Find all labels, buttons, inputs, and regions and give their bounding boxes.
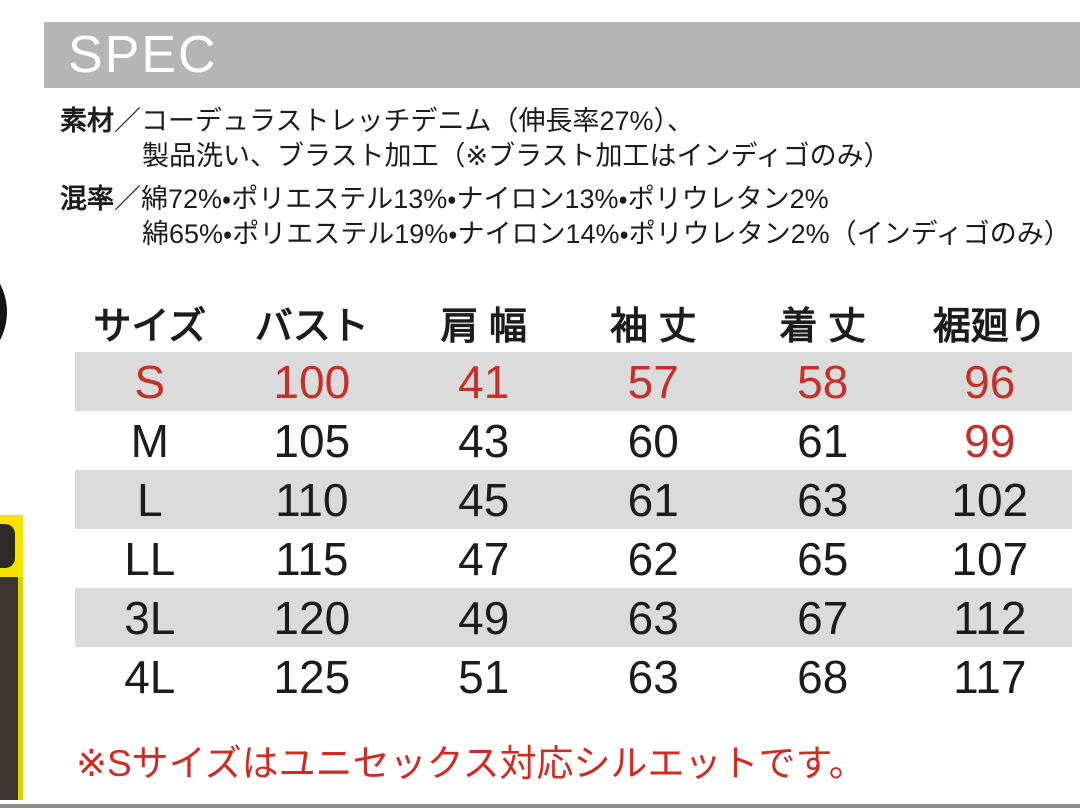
cell-bust: 125 — [273, 650, 351, 703]
cell-hem: 99 — [964, 414, 1016, 467]
cell-hem: 96 — [964, 355, 1016, 408]
blend-line-1: 混率／綿72%・ポリエステル13%・ナイロン13%・ポリウレタン2% — [60, 182, 1071, 217]
blend-text-1: 綿72%・ポリエステル13%・ナイロン13%・ポリウレタン2% — [141, 184, 829, 214]
table-row: M 105 43 60 61 99 — [75, 411, 1072, 470]
material-text-2: 製品洗い、ブラスト加工（※ブラスト加工はインディゴのみ） — [142, 141, 891, 171]
cell-bust: 120 — [273, 591, 351, 644]
blend-line-2: 綿65%・ポリエステル19%・ナイロン14%・ポリウレタン2%（インディゴのみ） — [60, 217, 1071, 252]
cell-bust: 105 — [273, 414, 351, 467]
cell-sleeve: 61 — [627, 473, 679, 526]
cell-shoulder: 49 — [458, 591, 510, 644]
column-header-length: 着 丈 — [779, 306, 866, 348]
cropped-circle-graphic — [0, 252, 7, 372]
blend-text-2: 綿65%・ポリエステル19%・ナイロン14%・ポリウレタン2%（インディゴのみ） — [142, 219, 1071, 249]
table-row: 3L 120 49 63 67 112 — [75, 588, 1072, 647]
cell-size: L — [136, 473, 163, 526]
cell-length: 63 — [797, 473, 849, 526]
cell-sleeve: 62 — [627, 532, 679, 585]
column-header-sleeve: 袖 丈 — [609, 306, 697, 348]
cell-sleeve: 60 — [627, 414, 679, 467]
cell-hem: 102 — [951, 473, 1029, 526]
cropped-badge-bar — [0, 577, 23, 800]
size-note: ※Sサイズはユニセックス対応シルエットです。 — [76, 743, 866, 784]
cell-shoulder: 51 — [458, 650, 510, 703]
cell-bust: 100 — [273, 355, 351, 408]
cell-hem: 112 — [953, 591, 1027, 644]
material-line-1: 素材／コーデュラストレッチデニム（伸長率27%）、 — [60, 104, 1071, 139]
column-header-shoulder: 肩 幅 — [440, 306, 528, 348]
cell-length: 68 — [797, 650, 849, 703]
cell-length: 67 — [797, 591, 849, 644]
cell-sleeve: 63 — [627, 591, 679, 644]
indent-spacer — [60, 139, 142, 174]
table-row: S 100 41 57 58 96 — [75, 352, 1072, 411]
cropped-badge-graphic — [0, 515, 23, 577]
cell-bust: 115 — [275, 532, 349, 585]
cell-sleeve: 57 — [627, 355, 679, 408]
size-table: サイズ バスト 肩 幅 袖 丈 着 丈 裾廻り S 100 41 57 58 9… — [75, 293, 1072, 706]
cropped-badge-letter — [0, 524, 15, 568]
table-row: L 110 45 61 63 102 — [75, 470, 1072, 529]
cell-shoulder: 47 — [458, 532, 510, 585]
table-header-row: サイズ バスト 肩 幅 袖 丈 着 丈 裾廻り — [75, 293, 1072, 352]
table-row: 4L 125 51 63 68 117 — [75, 647, 1072, 706]
cell-shoulder: 41 — [458, 355, 510, 408]
column-header-bust: バスト — [254, 306, 369, 348]
cell-size: S — [134, 355, 166, 408]
blend-label: 混率 — [60, 184, 114, 214]
spec-header-bar: SPEC — [44, 22, 1080, 88]
cell-size: 4L — [124, 650, 176, 703]
cell-bust: 110 — [275, 473, 349, 526]
cell-hem: 107 — [951, 532, 1029, 585]
column-header-size: サイズ — [93, 306, 207, 348]
bottom-divider — [0, 804, 1080, 808]
material-label: 素材 — [60, 106, 114, 136]
spec-info-block: 素材／コーデュラストレッチデニム（伸長率27%）、 製品洗い、ブラスト加工（※ブ… — [60, 104, 1071, 252]
label-separator: ／ — [114, 106, 141, 136]
cell-length: 65 — [797, 532, 849, 585]
cell-length: 61 — [797, 414, 849, 467]
label-separator: ／ — [114, 184, 141, 214]
cell-length: 58 — [797, 355, 849, 408]
cell-size: M — [130, 414, 169, 467]
cell-sleeve: 63 — [627, 650, 679, 703]
material-line-2: 製品洗い、ブラスト加工（※ブラスト加工はインディゴのみ） — [60, 139, 1071, 174]
indent-spacer — [60, 217, 142, 252]
material-text-1: コーデュラストレッチデニム（伸長率27%）、 — [141, 106, 694, 136]
cell-size: LL — [124, 532, 176, 585]
cell-size: 3L — [124, 591, 176, 644]
cell-shoulder: 45 — [458, 473, 510, 526]
table-row: LL 115 47 62 65 107 — [75, 529, 1072, 588]
page-title: SPEC — [68, 26, 218, 84]
cell-shoulder: 43 — [458, 414, 510, 467]
cell-hem: 117 — [953, 650, 1027, 703]
column-header-hem: 裾廻り — [932, 306, 1047, 348]
